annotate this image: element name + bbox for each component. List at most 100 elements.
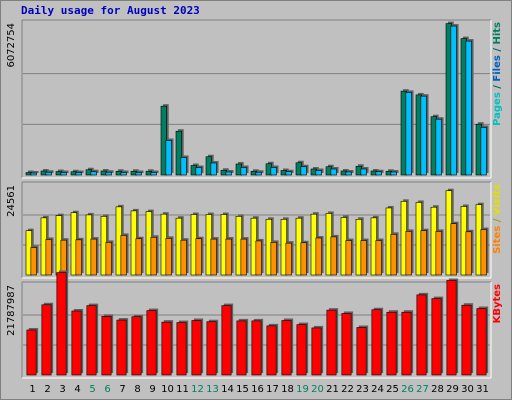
bar-middle-sites-17 (270, 242, 277, 276)
x-tick-label-5: 5 (89, 384, 95, 395)
x-tick-label-13: 13 (206, 384, 219, 395)
x-tick-label-17: 17 (266, 384, 279, 395)
x-tick-label-8: 8 (134, 384, 140, 395)
x-tick-label-1: 1 (29, 384, 35, 395)
bar-top-files-5-shadow (92, 169, 99, 173)
x-tick-label-2: 2 (44, 384, 50, 395)
x-tick-label-12: 12 (191, 384, 204, 395)
bar-middle-sites-18 (285, 242, 292, 276)
bar-top-files-25 (390, 171, 397, 176)
bar-middle-sites-16 (255, 240, 262, 276)
bar-top-files-3 (60, 172, 67, 176)
x-tick-label-16: 16 (251, 384, 264, 395)
x-tick-label-15: 15 (236, 384, 249, 395)
bar-top-files-6 (105, 171, 112, 176)
bar-middle-sites-8 (135, 238, 142, 276)
x-tick-label-21: 21 (326, 384, 339, 395)
bar-top-files-10 (165, 140, 172, 176)
bar-top-files-28 (435, 118, 442, 176)
bar-middle-sites-31 (480, 229, 487, 276)
axis-title-part-top-3: / (492, 45, 503, 56)
axis-title-top: Pages / Files / Hits (492, 22, 503, 126)
x-tick-label-4: 4 (74, 384, 80, 395)
x-tick-label-18: 18 (281, 384, 294, 395)
bar-top-files-8 (135, 172, 142, 176)
bar-top-files-1-shadow (32, 170, 39, 173)
bar-bottom-kbytes-30 (461, 304, 472, 376)
bar-top-files-7-shadow (122, 170, 129, 173)
x-tick-label-31: 31 (476, 384, 489, 395)
x-tick-label-7: 7 (119, 384, 125, 395)
bar-bottom-kbytes-22 (341, 313, 352, 376)
bar-top-hits-4-shadow (73, 169, 79, 173)
bar-top-files-11 (180, 157, 187, 176)
bar-middle-sites-30 (465, 231, 472, 276)
bar-bottom-kbytes-18 (281, 320, 292, 376)
bar-top-files-25-shadow (392, 169, 399, 173)
bar-top-files-22 (345, 171, 352, 176)
bar-bottom-kbytes-25 (386, 311, 397, 376)
chart-title: Daily usage for August 2023 (21, 4, 200, 17)
bar-middle-sites-23 (360, 240, 367, 276)
bar-middle-sites-25 (390, 234, 397, 276)
bar-top-files-12 (195, 167, 202, 176)
axis-title-part-top-0: Pages (492, 92, 503, 126)
bar-middle-sites-28 (435, 231, 442, 276)
bar-top-files-3-shadow (62, 170, 69, 173)
bar-bottom-kbytes-7 (116, 319, 127, 376)
bar-bottom-kbytes-27 (416, 294, 427, 376)
bar-bottom-kbytes-19 (296, 324, 307, 376)
ymax-label-middle: 24561 (6, 185, 17, 217)
x-tick-label-19: 19 (296, 384, 309, 395)
bar-top-files-1 (30, 172, 37, 176)
bar-bottom-kbytes-5 (86, 305, 97, 376)
axis-title-part-middle-2: Visits (492, 184, 503, 215)
bar-top-files-9-shadow (152, 170, 159, 173)
bar-top-files-14 (225, 171, 232, 176)
bar-top-files-5 (90, 171, 97, 176)
bar-top-files-7 (120, 172, 127, 176)
bar-top-files-9 (150, 172, 157, 176)
bar-bottom-kbytes-24 (371, 309, 382, 376)
bar-middle-sites-5 (90, 238, 97, 276)
bar-middle-sites-13 (210, 238, 217, 276)
axis-title-part-top-1: / (492, 82, 503, 93)
x-tick-label-24: 24 (371, 384, 384, 395)
bar-top-files-13 (210, 162, 217, 176)
bar-middle-sites-10 (165, 238, 172, 276)
bar-middle-sites-15 (240, 238, 247, 276)
x-tick-label-9: 9 (149, 384, 155, 395)
bar-middle-sites-1 (30, 247, 37, 276)
bar-bottom-kbytes-12 (191, 320, 202, 376)
bar-bottom-kbytes-3 (56, 272, 67, 376)
bar-middle-sites-26 (405, 231, 412, 276)
bar-middle-sites-21 (330, 236, 337, 276)
bar-top-files-14-shadow (227, 169, 234, 173)
x-tick-label-3: 3 (59, 384, 65, 395)
bar-middle-sites-27 (420, 230, 427, 276)
bar-middle-sites-22 (345, 240, 352, 276)
bar-top-files-2-shadow (47, 170, 54, 173)
bar-bottom-kbytes-14 (221, 305, 232, 376)
x-tick-label-20: 20 (311, 384, 324, 395)
bar-top-files-4 (75, 172, 82, 176)
bar-top-files-4-shadow (77, 170, 84, 173)
bar-top-files-16 (255, 171, 262, 176)
axis-title-part-bottom-0: KBytes (492, 284, 503, 323)
bar-top-files-15 (240, 167, 247, 176)
bar-bottom-kbytes-2 (41, 304, 52, 376)
ymax-label-top: 6072754 (6, 23, 17, 68)
bar-top-files-30 (465, 40, 472, 176)
bar-top-files-29 (450, 25, 457, 176)
bar-bottom-kbytes-26 (401, 311, 412, 376)
bar-top-files-17 (270, 167, 277, 176)
bar-middle-sites-3 (60, 239, 67, 276)
axis-title-part-middle-0: Sites (492, 226, 503, 254)
bar-bottom-kbytes-31 (476, 308, 487, 376)
x-tick-label-26: 26 (401, 384, 414, 395)
bar-top-files-26 (405, 92, 412, 176)
bar-middle-sites-7 (120, 235, 127, 276)
bar-top-files-18-shadow (287, 169, 294, 173)
bar-bottom-kbytes-10 (161, 321, 172, 376)
bar-middle-sites-9 (150, 236, 157, 276)
